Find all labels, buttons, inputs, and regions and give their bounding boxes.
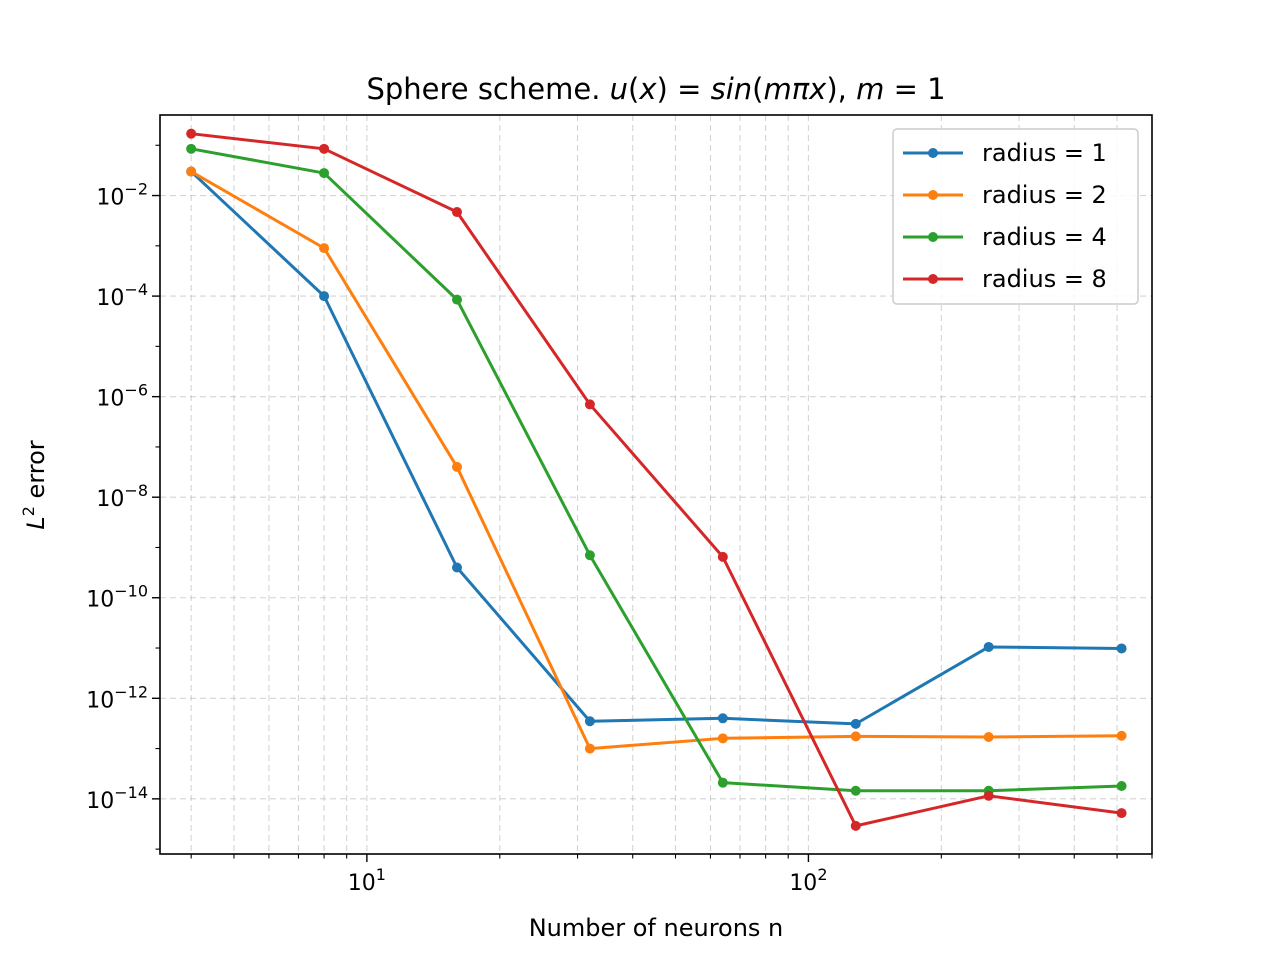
series-3 [186,143,1127,796]
y-axis-label: L2 error [19,440,50,529]
y-tick-label: 10−14 [86,783,148,814]
data-point [1116,781,1127,792]
y-tick-label: 10−6 [96,381,148,412]
legend-label: radius = 4 [982,223,1107,251]
series-4 [186,128,1127,831]
legend-label: radius = 8 [982,265,1107,293]
data-point [983,731,994,742]
data-point [850,731,861,742]
data-point [319,143,330,154]
legend: radius = 1 radius = 2 radius = 4 radius = 8 [892,128,1139,305]
data-point [717,777,728,788]
legend-box [892,128,1139,305]
y-tick-label: 10−4 [96,280,148,311]
legend-entry: radius = 1 [903,139,1107,167]
legend-swatch-marker [928,148,938,158]
legend-swatch-marker [928,190,938,200]
series-2 [186,166,1127,754]
data-point [319,243,330,254]
data-point [717,733,728,744]
data-point [983,790,994,801]
data-point [451,207,462,218]
data-point [186,128,197,139]
chart-title: Sphere scheme. u(x) = sin(mπx), m = 1 [366,72,945,106]
ticks: 101 102 10−2 10−4 10−6 10−8 10−10 10−12 10−14 [86,144,1153,896]
series-line [189,170,1124,726]
data-point [850,718,861,729]
data-point [186,143,197,154]
legend-entry: radius = 4 [903,223,1107,251]
x-tick-label: 102 [789,865,827,896]
legend-entry: radius = 8 [903,265,1107,293]
legend-label: radius = 2 [982,181,1107,209]
data-point [319,168,330,179]
data-point [584,399,595,410]
y-tick-label: 10−12 [86,682,148,713]
data-point [451,294,462,305]
data-point [983,641,994,652]
y-tick-label: 10−2 [96,180,148,211]
y-tick-label: 10−10 [86,582,148,613]
data-point [717,713,728,724]
series-layer [186,128,1127,831]
data-point [451,461,462,472]
legend-swatch-marker [928,274,938,284]
data-point [850,820,861,831]
data-point [584,550,595,561]
data-point [186,166,197,177]
legend-label: radius = 1 [982,139,1107,167]
data-point [451,562,462,573]
data-point [584,743,595,754]
series-line [189,170,1124,751]
plot-frame [159,114,1153,855]
y-tick-label: 10−8 [96,481,148,512]
series-line [189,132,1124,828]
series-line [189,147,1124,793]
data-point [850,785,861,796]
legend-entry: radius = 2 [903,181,1107,209]
data-point [1116,643,1127,654]
data-point [717,551,728,562]
x-axis-label: Number of neurons n [529,914,784,942]
x-tick-label: 101 [348,865,386,896]
data-point [1116,808,1127,819]
legend-swatch-marker [928,232,938,242]
data-point [319,291,330,302]
data-point [1116,730,1127,741]
data-point [584,716,595,727]
